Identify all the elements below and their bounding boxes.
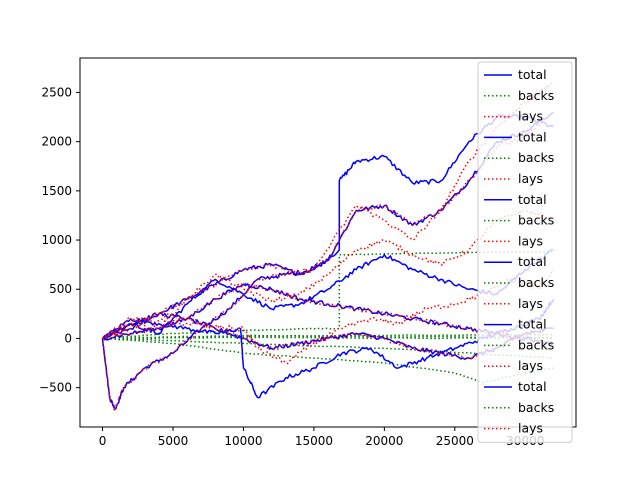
legend-label-total: total [518, 317, 547, 332]
axes: 050001000015000200002500030000−500050010… [39, 85, 544, 448]
y-tick-label: 2000 [41, 135, 72, 149]
legend-label-total: total [518, 254, 547, 269]
legend-label-lays: lays [518, 233, 543, 248]
series-line-lays [101, 311, 554, 360]
legend-box [477, 61, 573, 443]
series-line-lays [101, 209, 555, 339]
y-tick-label: 1500 [41, 184, 72, 198]
x-tick-label: 20000 [365, 434, 403, 448]
series-line-lays [102, 269, 555, 365]
legend-label-lays: lays [518, 421, 543, 436]
legend-label-backs: backs [518, 150, 554, 165]
x-tick-label: 15000 [295, 434, 333, 448]
x-tick-label: 25000 [436, 434, 474, 448]
legend-label-lays: lays [518, 171, 543, 186]
x-tick-label: 0 [99, 434, 107, 448]
legend-label-lays: lays [518, 358, 543, 373]
y-tick-label: −500 [39, 381, 72, 395]
y-tick-label: 0 [64, 331, 72, 345]
y-tick-label: 1000 [41, 233, 72, 247]
legend-label-backs: backs [518, 213, 554, 228]
series-line-lays [102, 282, 555, 345]
plot-area-frame [79, 57, 577, 428]
legend-label-backs: backs [518, 88, 554, 103]
legend-label-backs: backs [518, 275, 554, 290]
y-tick-label: 2500 [41, 85, 72, 99]
legend-label-total: total [518, 67, 547, 82]
legend-label-total: total [518, 379, 547, 394]
legend-label-lays: lays [518, 296, 543, 311]
x-tick-label: 10000 [224, 434, 262, 448]
legend-label-total: total [518, 129, 547, 144]
legend-label-backs: backs [518, 400, 554, 415]
legend-label-lays: lays [518, 109, 543, 124]
legend: total backs lays total backs lays total backs la… [477, 61, 573, 443]
y-tick-label: 500 [49, 282, 72, 296]
legend-label-backs: backs [518, 337, 554, 352]
x-tick-label: 5000 [158, 434, 189, 448]
legend-label-total: total [518, 192, 547, 207]
